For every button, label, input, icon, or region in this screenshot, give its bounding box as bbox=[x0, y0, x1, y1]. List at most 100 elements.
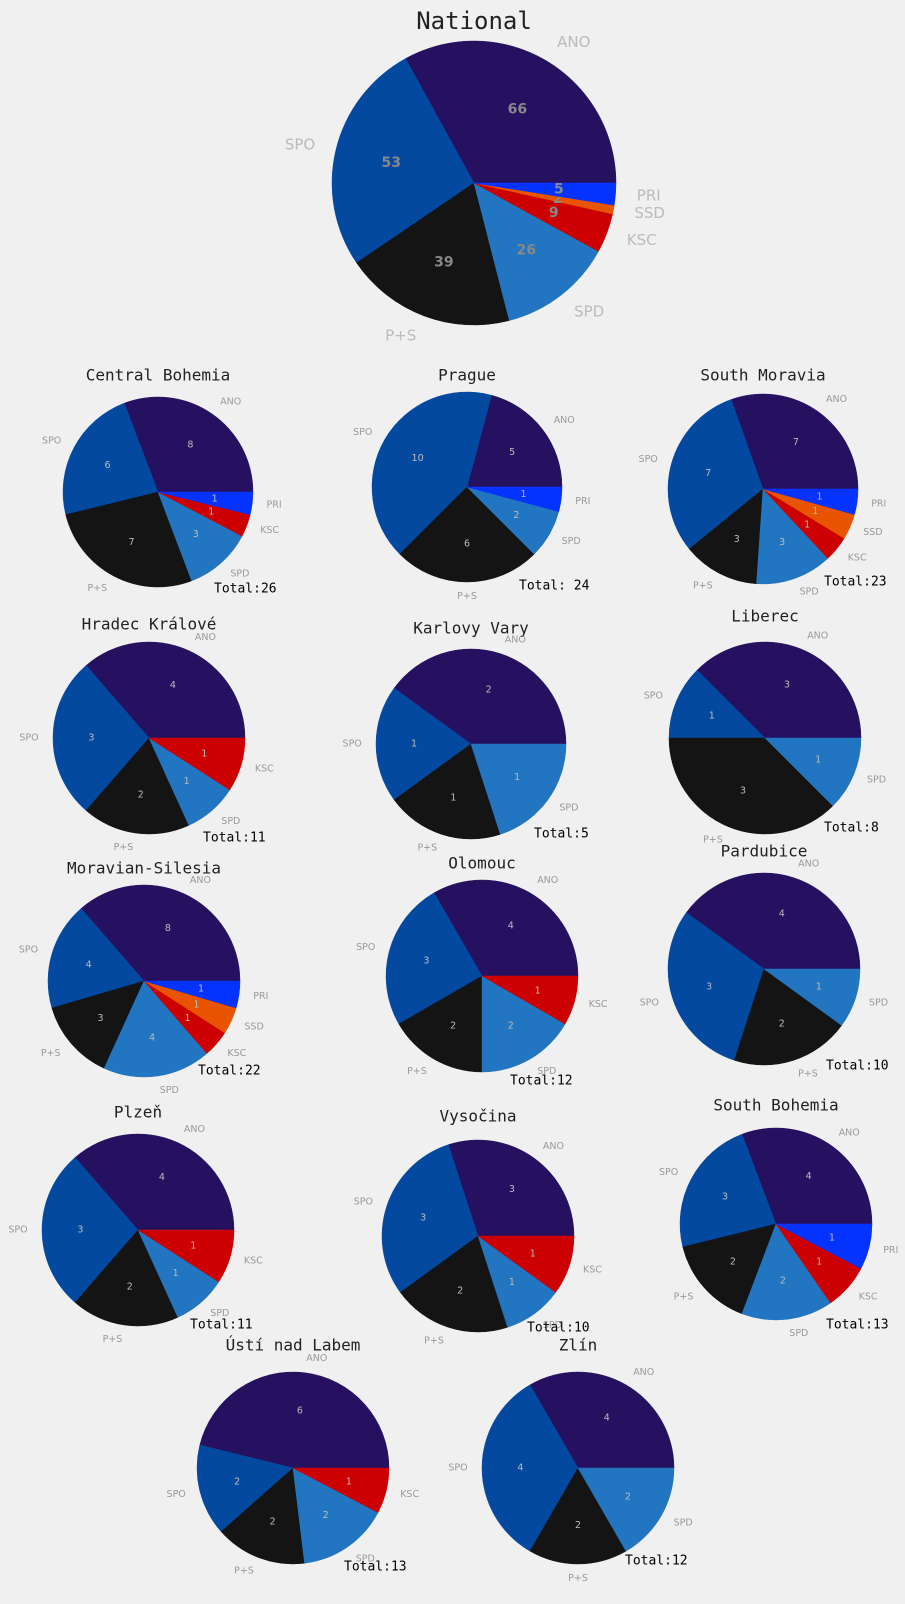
pie-slice-ano bbox=[730, 393, 859, 490]
pie-slice-spd bbox=[473, 182, 599, 321]
pie-chart-hradec-kralove: Hradec Králové 4 ANO 3 SPO 2 P+S 1 SPD 1 KSC Total:… bbox=[19, 615, 274, 853]
slice-category-label: SPD bbox=[230, 568, 249, 579]
slice-category-label: PRI bbox=[883, 1245, 898, 1256]
pie-slice-ano bbox=[405, 40, 617, 184]
slice-value-label: 4 bbox=[170, 680, 176, 691]
slice-value-label: 1 bbox=[812, 506, 818, 517]
slice-category-label: ANO bbox=[220, 397, 241, 408]
slice-value-label: 2 bbox=[730, 1257, 736, 1268]
slice-category-label: PRI bbox=[871, 498, 886, 509]
slice-value-label: 2 bbox=[138, 790, 144, 801]
pie-slice-spd bbox=[103, 980, 208, 1078]
pie-slice-ano bbox=[85, 641, 246, 739]
slice-value-label: 1 bbox=[509, 1277, 515, 1288]
pie-chart-prague: Prague 5 ANO 10 SPO 6 P+S 2 SPD 1 PRI Total: 24 bbox=[353, 366, 590, 602]
pie-slice-spo bbox=[196, 1444, 294, 1533]
slice-category-label: P+S bbox=[693, 581, 713, 592]
pie-slice-spo bbox=[375, 687, 472, 801]
slice-value-label: 9 bbox=[549, 205, 559, 221]
slice-category-label: P+S bbox=[674, 1292, 694, 1303]
pie-slice-pri bbox=[157, 491, 254, 516]
pie-slice-spd bbox=[292, 1467, 379, 1564]
slice-category-label: ANO bbox=[554, 415, 575, 426]
chart-title: Plzeň bbox=[114, 1103, 162, 1122]
slice-value-label: 1 bbox=[815, 755, 821, 766]
slice-value-label: 1 bbox=[346, 1476, 352, 1487]
slice-value-label: 3 bbox=[509, 1184, 515, 1195]
chart-title: Karlovy Vary bbox=[413, 619, 529, 638]
slice-category-label: SPD bbox=[210, 1308, 229, 1319]
pie-slice-p-s bbox=[399, 1235, 508, 1333]
pie-chart-vysocina: Vysočina 3 ANO 3 SPO 2 P+S 1 SPD 1 KSC Total:10 bbox=[354, 1107, 603, 1347]
slice-category-label: P+S bbox=[87, 583, 107, 594]
slice-value-label: 1 bbox=[829, 1232, 835, 1243]
slice-category-label: ANO bbox=[807, 631, 828, 642]
slice-category-label: P+S bbox=[417, 842, 437, 853]
slice-value-label: 1 bbox=[173, 1268, 179, 1279]
chart-total-label: Total:12 bbox=[625, 1554, 688, 1569]
slice-value-label: 39 bbox=[434, 255, 453, 271]
slice-category-label: P+S bbox=[424, 1336, 444, 1347]
pie-slice-ano bbox=[685, 872, 861, 970]
slice-value-label: 7 bbox=[793, 437, 799, 448]
slice-category-label: SPO bbox=[167, 1489, 186, 1500]
slice-category-label: P+S bbox=[103, 1334, 123, 1345]
slice-value-label: 2 bbox=[508, 1020, 514, 1031]
slice-category-label: SPD bbox=[160, 1085, 179, 1096]
pie-chart-olomouc: Olomouc 4 ANO 3 SPO 2 P+S 2 SPD 1 KSC Total:12 bbox=[356, 854, 608, 1089]
slice-category-label: SPO bbox=[42, 436, 61, 447]
slice-value-label: 3 bbox=[88, 733, 94, 744]
pie-slice-p-s bbox=[85, 737, 190, 835]
slice-value-label: 2 bbox=[486, 684, 492, 695]
pie-slice-p-s bbox=[51, 980, 145, 1069]
pie-slice-ano bbox=[123, 396, 254, 493]
pie-slice-ano bbox=[393, 648, 567, 745]
pie-slice-spo bbox=[331, 58, 475, 264]
pie-slice-ano bbox=[80, 884, 241, 982]
pie-slice-ksc bbox=[477, 1235, 575, 1293]
slice-category-label: SPD bbox=[559, 803, 578, 814]
pie-slice-ano bbox=[74, 1133, 235, 1231]
pie-slice-spo bbox=[62, 402, 159, 516]
slice-category-label: ANO bbox=[505, 635, 526, 646]
slice-value-label: 8 bbox=[165, 923, 171, 934]
slice-category-label: P+S bbox=[568, 1573, 588, 1584]
slice-category-label: SPD bbox=[537, 1066, 556, 1077]
pie-slice-ano bbox=[199, 1371, 390, 1469]
slice-value-label: 2 bbox=[575, 1520, 581, 1531]
chart-title: Olomouc bbox=[448, 854, 515, 873]
pie-slice-pri bbox=[473, 182, 617, 206]
slice-value-label: 8 bbox=[187, 440, 193, 451]
pie-slice-spd bbox=[577, 1467, 675, 1552]
slice-value-label: 6 bbox=[104, 460, 110, 471]
slice-value-label: 2 bbox=[270, 1516, 276, 1527]
slice-category-label: KSC bbox=[244, 1256, 263, 1267]
pie-slice-ksc bbox=[148, 737, 246, 791]
pie-slice-ano bbox=[529, 1371, 675, 1469]
pie-slice-pri bbox=[466, 486, 563, 512]
slice-category-label: PRI bbox=[253, 991, 268, 1002]
chart-title: Prague bbox=[438, 366, 496, 385]
slice-category-label: ANO bbox=[543, 1141, 564, 1152]
pie-slice-spo bbox=[481, 1384, 579, 1552]
slice-category-label: SPO bbox=[8, 1225, 27, 1236]
slice-category-label: ANO bbox=[306, 1353, 327, 1364]
pie-slice-spd bbox=[764, 737, 862, 807]
slice-value-label: 2 bbox=[513, 510, 519, 521]
pie-slice-p-s bbox=[668, 737, 834, 835]
chart-title: Zlín bbox=[559, 1336, 598, 1355]
pie-chart-national: National 66 ANO 53 SPO 39 P+S 26 SPD 9 KSC 2 SSD 5 PRI bbox=[285, 7, 665, 344]
pie-slice-spo bbox=[667, 912, 765, 1061]
chart-title: Hradec Králové bbox=[82, 615, 217, 634]
pie-slice-pri bbox=[775, 1223, 873, 1269]
slice-value-label: 66 bbox=[508, 102, 527, 118]
pie-chart-zlin: Zlín 4 ANO 4 SPO 2 P+S 2 SPD Total:12 bbox=[448, 1336, 692, 1584]
slice-value-label: 1 bbox=[190, 1241, 196, 1252]
pie-slice-ano bbox=[696, 641, 862, 739]
chart-total-label: Total:26 bbox=[214, 582, 277, 597]
pie-slice-spo bbox=[371, 391, 492, 555]
slice-category-label: SPO bbox=[640, 998, 659, 1009]
pie-slice-p-s bbox=[734, 968, 843, 1066]
pie-slice-p-s bbox=[682, 1223, 777, 1315]
chart-title: South Moravia bbox=[700, 366, 825, 385]
